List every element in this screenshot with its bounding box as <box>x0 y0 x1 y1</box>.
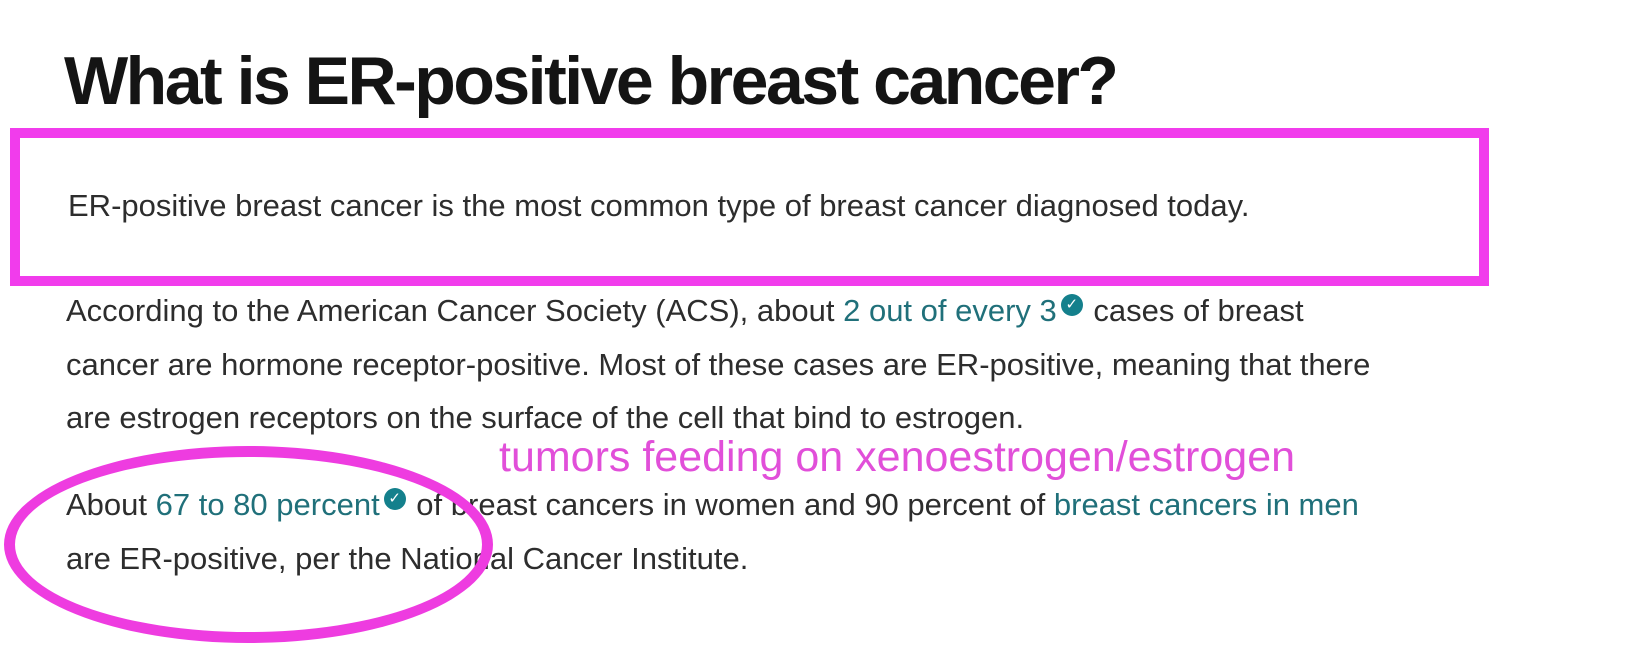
text-run: cases of breast <box>1084 293 1304 328</box>
paragraph-nci-stats: About 67 to 80 percent ✓ of breast cancer… <box>66 478 1359 585</box>
inline-source-link[interactable]: breast cancers in men <box>1053 487 1359 522</box>
inline-source-link[interactable]: 67 to 80 percent <box>155 487 380 522</box>
page-title: What is ER-positive breast cancer? <box>64 43 1119 119</box>
lead-paragraph: ER-positive breast cancer is the most co… <box>68 188 1250 223</box>
text-run: About <box>66 487 156 522</box>
paragraph-acs-stats: According to the American Cancer Society… <box>66 284 1370 445</box>
inline-source-link[interactable]: 2 out of every 3 <box>843 293 1057 328</box>
text-run: cancer are hormone receptor-positive. Mo… <box>66 346 1371 382</box>
text-run: are ER-positive, per the National Cancer… <box>66 540 749 576</box>
trusted-source-check-icon[interactable]: ✓ <box>1060 294 1083 316</box>
text-run: of breast cancers in women and 90 percen… <box>407 487 1054 522</box>
text-run: are estrogen receptors on the surface of… <box>66 400 1025 435</box>
text-run: According to the American Cancer Society… <box>66 293 844 328</box>
trusted-source-check-icon[interactable]: ✓ <box>383 488 406 510</box>
